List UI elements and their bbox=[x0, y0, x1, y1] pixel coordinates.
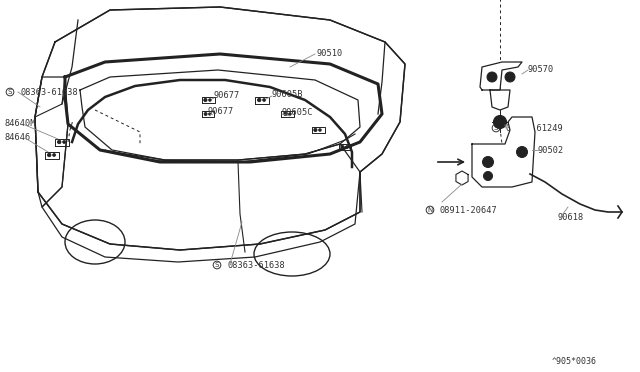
Circle shape bbox=[483, 171, 493, 180]
Text: 90605B: 90605B bbox=[272, 90, 303, 99]
Circle shape bbox=[204, 98, 207, 102]
Circle shape bbox=[319, 129, 321, 131]
Circle shape bbox=[262, 99, 266, 102]
Circle shape bbox=[284, 112, 287, 116]
Text: 90502: 90502 bbox=[538, 145, 564, 154]
Polygon shape bbox=[456, 171, 468, 185]
Text: S: S bbox=[8, 89, 12, 95]
Text: ^905*0036: ^905*0036 bbox=[552, 357, 597, 366]
Text: N: N bbox=[428, 207, 433, 213]
Text: 08911-20647: 08911-20647 bbox=[440, 205, 498, 215]
Circle shape bbox=[209, 99, 211, 101]
Text: 08363-61638: 08363-61638 bbox=[227, 260, 285, 269]
Circle shape bbox=[209, 113, 211, 115]
Polygon shape bbox=[490, 90, 510, 110]
Circle shape bbox=[52, 154, 56, 156]
Circle shape bbox=[204, 112, 207, 115]
Circle shape bbox=[340, 145, 344, 149]
Circle shape bbox=[516, 147, 527, 157]
Circle shape bbox=[483, 157, 493, 167]
Circle shape bbox=[47, 153, 51, 157]
Circle shape bbox=[505, 72, 515, 82]
Text: 90677: 90677 bbox=[208, 106, 234, 115]
Text: 90677: 90677 bbox=[214, 90, 240, 99]
Polygon shape bbox=[35, 7, 405, 250]
Text: 90618: 90618 bbox=[558, 212, 584, 221]
Text: 08363-61249: 08363-61249 bbox=[506, 124, 564, 132]
Text: 90605C: 90605C bbox=[282, 108, 314, 116]
Text: S: S bbox=[494, 125, 498, 131]
Text: 90510: 90510 bbox=[317, 48, 343, 58]
Circle shape bbox=[257, 98, 261, 102]
Circle shape bbox=[289, 113, 291, 115]
Polygon shape bbox=[472, 117, 535, 187]
Text: 90570: 90570 bbox=[528, 64, 554, 74]
Circle shape bbox=[493, 115, 506, 128]
Text: 08363-61638: 08363-61638 bbox=[20, 87, 77, 96]
Circle shape bbox=[314, 128, 317, 132]
Text: 84646: 84646 bbox=[4, 132, 30, 141]
Text: 84640M: 84640M bbox=[4, 119, 35, 128]
Circle shape bbox=[58, 140, 61, 144]
Polygon shape bbox=[480, 62, 522, 90]
Circle shape bbox=[487, 72, 497, 82]
Circle shape bbox=[63, 141, 65, 143]
Text: S: S bbox=[215, 262, 219, 268]
Circle shape bbox=[346, 146, 348, 148]
